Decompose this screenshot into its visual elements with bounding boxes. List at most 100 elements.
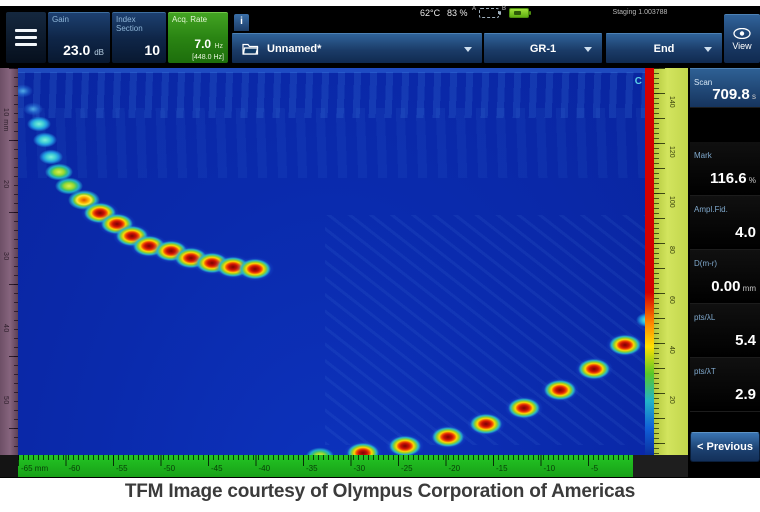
tfm-image[interactable]: C xyxy=(18,68,645,455)
readout-label: pts/λT xyxy=(694,367,716,376)
menu-button[interactable] xyxy=(6,12,46,63)
readout-pts-lambda-l[interactable]: pts/λL 5.4 xyxy=(690,304,760,358)
battery-a-label: A xyxy=(472,6,477,12)
info-button[interactable]: i xyxy=(234,14,249,31)
ruler-label: -15 xyxy=(496,464,508,473)
readout-unit: s xyxy=(749,92,756,101)
battery-a-icon xyxy=(479,8,502,18)
readout-unit: % xyxy=(746,176,756,185)
gain-label: Gain xyxy=(52,15,69,24)
ruler-label: -10 xyxy=(543,464,556,473)
tfm-indication-dot xyxy=(505,396,543,420)
tfm-indication-dot xyxy=(344,441,382,455)
readout-value: 116.6 % xyxy=(709,170,756,187)
image-caption: TFM Image courtesy of Olympus Corporatio… xyxy=(124,481,636,502)
readout-value: 4.0 xyxy=(735,224,756,241)
folder-icon xyxy=(242,43,259,55)
readout-pts-lambda-t[interactable]: pts/λT 2.9 xyxy=(690,358,760,412)
tfm-indication-dot xyxy=(467,412,505,436)
tfm-ripple-texture xyxy=(18,72,645,118)
acq-rate-box[interactable]: Acq. Rate 7.0 Hz [448.0 Hz] xyxy=(168,12,228,63)
readout-value: 0.00 mm xyxy=(711,278,756,295)
ruler-label: 50 xyxy=(2,396,9,405)
tfm-fan-texture xyxy=(325,215,645,445)
end-dropdown[interactable]: End xyxy=(606,33,722,63)
ruler-ticks xyxy=(18,455,633,466)
chevron-down-icon xyxy=(464,47,472,52)
ruler-label: 30 xyxy=(2,252,9,261)
readout-value: 2.9 xyxy=(735,386,756,403)
tfm-indication-dot xyxy=(23,102,43,116)
battery-percent: 83 % xyxy=(447,8,468,18)
battery-b-icon xyxy=(509,8,532,18)
index-section-value: 10 xyxy=(144,42,160,58)
ruler-label: 40 xyxy=(668,346,675,354)
tfm-indication-dot xyxy=(39,149,63,165)
tfm-indication-dot xyxy=(33,132,57,148)
readout-label: Ampl.Fid. xyxy=(694,205,728,214)
gain-box[interactable]: Gain 23.0 dB xyxy=(48,12,110,63)
tfm-indication-dot xyxy=(386,434,424,455)
tfm-indication-dot xyxy=(18,84,33,98)
amplitude-ruler: 140 120 100 80 60 40 20 xyxy=(654,68,688,462)
eye-icon xyxy=(733,27,751,39)
readout-scan[interactable]: Scan 709.8 s xyxy=(690,68,760,108)
ruler-label: 80 xyxy=(668,246,675,254)
depth-ruler: 10 mm 20 30 40 50 xyxy=(0,68,18,455)
ruler-ticks xyxy=(9,68,18,455)
ruler-label: -25 xyxy=(401,464,413,473)
ruler-corner xyxy=(633,455,688,477)
readout-value: 709.8 s xyxy=(712,86,756,103)
ruler-label: 100 xyxy=(668,196,675,208)
ruler-label: -60 xyxy=(68,464,81,473)
index-section-box[interactable]: Index Section 10 xyxy=(112,12,166,63)
device-screen: 62°C 83 % A B Staging 1.003788 Gain 23.0… xyxy=(0,6,760,478)
group-dropdown[interactable]: GR-1 xyxy=(484,33,602,63)
ruler-corner xyxy=(0,455,18,477)
chevron-down-icon xyxy=(584,47,592,52)
readout-rail: Scan 709.8 s Mark 116.6 % Ampl.Fid. 4.0 D(m-r)… xyxy=(690,68,760,470)
view-corner-label: C xyxy=(634,76,642,87)
readout-label: Scan xyxy=(694,78,713,87)
acq-rate-secondary-value: [448.0 Hz] xyxy=(192,54,224,61)
tfm-indication-dot xyxy=(636,312,645,328)
battery-group: A B xyxy=(472,6,532,18)
index-section-label: Index Section xyxy=(116,15,143,33)
status-bar: 62°C 83 % A B Staging 1.003788 xyxy=(0,6,760,20)
tfm-indication-dot xyxy=(541,378,579,402)
ruler-label: -50 xyxy=(163,464,176,473)
readout-label: Mark xyxy=(694,151,712,160)
ruler-label: -35 xyxy=(306,464,318,473)
group-dropdown-value: GR-1 xyxy=(529,42,557,55)
menu-icon xyxy=(15,29,37,32)
file-selector[interactable]: Unnamed* xyxy=(232,33,482,63)
tfm-indication-dot xyxy=(306,447,334,455)
ruler-label: -45 xyxy=(211,464,223,473)
readout-ampl-fid[interactable]: Ampl.Fid. 4.0 xyxy=(690,196,760,250)
amplitude-palette-strip xyxy=(645,68,654,455)
view-button[interactable]: View xyxy=(724,14,760,63)
ruler-label: -20 xyxy=(448,464,461,473)
ruler-label: 40 xyxy=(2,324,9,333)
readout-unit: mm xyxy=(740,284,756,293)
tfm-indication-dot xyxy=(27,116,51,132)
ruler-label: -40 xyxy=(258,464,271,473)
chevron-down-icon xyxy=(704,47,712,52)
file-name: Unnamed* xyxy=(267,42,322,55)
ruler-label: 20 xyxy=(668,396,675,404)
tfm-indication-dot xyxy=(429,425,467,449)
ruler-label: 120 xyxy=(668,146,675,158)
previous-button[interactable]: < Previous xyxy=(690,432,760,462)
tfm-indication-dot xyxy=(236,257,274,281)
readout-label: pts/λL xyxy=(694,313,716,322)
tfm-surface-echo xyxy=(18,68,645,73)
view-button-label: View xyxy=(732,40,752,51)
ruler-label: 10 mm xyxy=(2,108,9,132)
readout-mark[interactable]: Mark 116.6 % xyxy=(690,142,760,196)
battery-b-label: B xyxy=(502,6,507,12)
gain-value: 23.0 dB xyxy=(63,42,104,58)
acq-rate-label: Acq. Rate xyxy=(172,15,208,24)
readout-d-m-r[interactable]: D(m-r) 0.00 mm xyxy=(690,250,760,304)
tfm-indication-dot xyxy=(45,163,73,181)
